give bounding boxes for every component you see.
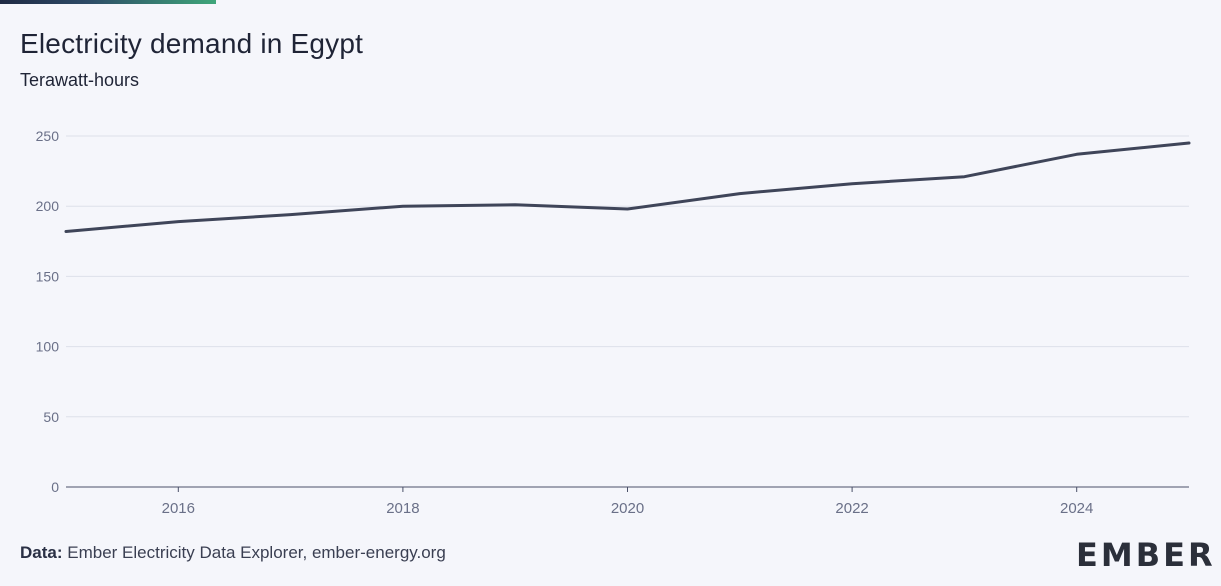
source-label: Data: bbox=[20, 543, 63, 562]
x-tick-label: 2024 bbox=[1060, 500, 1093, 517]
chart-subtitle: Terawatt-hours bbox=[20, 70, 140, 90]
source-text: Ember Electricity Data Explorer, ember-e… bbox=[67, 543, 446, 562]
chart-title: Electricity demand in Egypt bbox=[20, 28, 364, 59]
series-line-0 bbox=[64, 141, 1191, 233]
gridlines bbox=[66, 135, 1189, 418]
y-tick-label: 50 bbox=[43, 409, 59, 425]
y-tick-label: 150 bbox=[36, 268, 60, 284]
x-tick-label: 2018 bbox=[386, 500, 419, 517]
y-tick-label: 100 bbox=[36, 339, 60, 355]
top-accent-bar bbox=[0, 0, 216, 4]
y-axis-ticks: 0 50 100 150 200 250 bbox=[36, 128, 60, 495]
y-tick-label: 200 bbox=[36, 198, 60, 214]
x-tick-label: 2020 bbox=[611, 500, 644, 517]
ember-logo: EMBER bbox=[1076, 536, 1216, 574]
x-tick-label: 2016 bbox=[162, 500, 195, 517]
x-tick-label: 2022 bbox=[835, 500, 868, 517]
source-footer: Data: Ember Electricity Data Explorer, e… bbox=[20, 543, 446, 563]
y-tick-label: 250 bbox=[36, 128, 60, 144]
y-tick-label: 0 bbox=[51, 479, 59, 495]
x-axis-ticks: 2016 2018 2020 2022 2024 bbox=[162, 487, 1093, 517]
series-group bbox=[64, 141, 1191, 233]
